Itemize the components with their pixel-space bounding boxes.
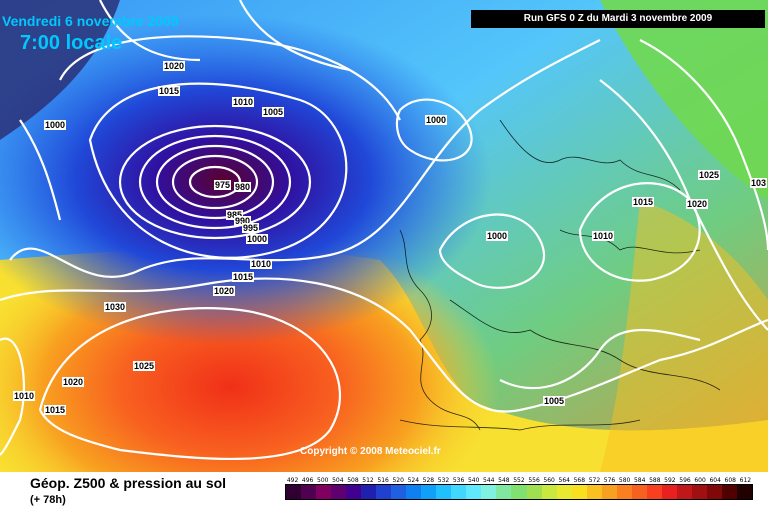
scale-swatch bbox=[361, 485, 377, 499]
map-title: Géop. Z500 & pression au sol bbox=[30, 475, 227, 491]
scale-value: 580 bbox=[618, 477, 631, 484]
scale-value: 532 bbox=[437, 477, 450, 484]
scale-swatch bbox=[421, 485, 437, 499]
scale-value: 608 bbox=[724, 477, 736, 484]
scale-value: 560 bbox=[543, 477, 555, 484]
isobar-label: 1015 bbox=[632, 197, 655, 207]
scale-value: 512 bbox=[362, 477, 374, 484]
scale-swatch bbox=[556, 485, 572, 499]
scale-swatch bbox=[631, 485, 647, 499]
isobar-label: 1000 bbox=[486, 231, 509, 241]
scale-swatch bbox=[526, 485, 542, 499]
isobar-label: 1010 bbox=[592, 231, 615, 241]
color-scale-labels: 492 496 500 504 508 512 516 520 524 528 532 536 540 5… bbox=[285, 477, 753, 484]
scale-swatch bbox=[616, 485, 632, 499]
scale-value: 528 bbox=[422, 477, 435, 484]
isobar-label: 1010 bbox=[250, 259, 273, 269]
isobar-label: 1020 bbox=[213, 286, 236, 296]
scale-value: 500 bbox=[317, 477, 329, 484]
scale-swatch bbox=[661, 485, 677, 499]
scale-value: 508 bbox=[347, 477, 359, 484]
model-run-label: Run GFS 0 Z du Mardi 3 novembre 2009 bbox=[471, 10, 765, 28]
color-scale: 492 496 500 504 508 512 516 520 524 528 532 536 540 5… bbox=[285, 477, 753, 500]
isobar-label: 990 bbox=[234, 216, 252, 226]
isobar-label: 1000 bbox=[425, 115, 448, 125]
isobar-label: 1000 bbox=[246, 234, 269, 244]
scale-swatch bbox=[346, 485, 362, 499]
scale-swatch bbox=[391, 485, 407, 499]
scale-swatch bbox=[571, 485, 587, 499]
scale-value: 572 bbox=[588, 477, 601, 484]
copyright-text: Copyright © 2008 Meteociel.fr bbox=[300, 446, 441, 457]
isobar-label: 1015 bbox=[232, 272, 255, 282]
isobar-label: 980 bbox=[234, 182, 252, 192]
scale-swatch bbox=[586, 485, 602, 499]
scale-value: 524 bbox=[407, 477, 420, 484]
scale-swatch bbox=[466, 485, 482, 499]
scale-swatch bbox=[676, 485, 692, 499]
scale-value: 588 bbox=[649, 477, 661, 484]
scale-swatch bbox=[436, 485, 452, 499]
scale-swatch bbox=[286, 485, 302, 499]
scale-swatch bbox=[301, 485, 317, 499]
scale-swatch bbox=[451, 485, 467, 499]
isobar-label: 1020 bbox=[62, 377, 85, 387]
forecast-date: Vendredi 6 novembre 2009 bbox=[2, 13, 179, 29]
isobar-label: 995 bbox=[242, 223, 260, 233]
scale-value: 556 bbox=[528, 477, 540, 484]
isobar-label: 1020 bbox=[686, 199, 709, 209]
scale-swatch bbox=[646, 485, 662, 499]
scale-value: 576 bbox=[603, 477, 616, 484]
scale-value: 548 bbox=[498, 477, 510, 484]
scale-swatch bbox=[316, 485, 332, 499]
scale-value: 492 bbox=[286, 477, 299, 484]
scale-swatch bbox=[496, 485, 512, 499]
scale-value: 612 bbox=[739, 477, 752, 484]
isobar-label: 1030 bbox=[104, 302, 127, 312]
forecast-lead-time: (+ 78h) bbox=[30, 494, 66, 506]
isobar-label: 1015 bbox=[158, 86, 181, 96]
scale-swatch bbox=[601, 485, 617, 499]
scale-value: 552 bbox=[513, 477, 525, 484]
isobar-label: 985 bbox=[226, 210, 244, 220]
scale-swatch bbox=[541, 485, 557, 499]
scale-value: 504 bbox=[332, 477, 344, 484]
scale-swatch bbox=[481, 485, 497, 499]
isobar-label: 103 bbox=[750, 178, 768, 188]
scale-value: 536 bbox=[452, 477, 465, 484]
scale-value: 584 bbox=[633, 477, 646, 484]
isobar-label: 1025 bbox=[133, 361, 156, 371]
forecast-time: 7:00 locale bbox=[20, 32, 123, 54]
isobar-label: 1005 bbox=[543, 396, 566, 406]
scale-swatch bbox=[511, 485, 527, 499]
isobar-label: 975 bbox=[214, 180, 232, 190]
isobar-label: 1010 bbox=[13, 391, 36, 401]
isobar-label: 1000 bbox=[44, 120, 67, 130]
scale-value: 540 bbox=[467, 477, 480, 484]
scale-value: 516 bbox=[377, 477, 389, 484]
scale-value: 496 bbox=[301, 477, 314, 484]
scale-value: 564 bbox=[558, 477, 570, 484]
isobar-label: 1025 bbox=[698, 170, 721, 180]
isobar-label: 1010 bbox=[232, 97, 255, 107]
scale-value: 592 bbox=[664, 477, 676, 484]
scale-swatch bbox=[721, 485, 737, 499]
scale-value: 544 bbox=[483, 477, 495, 484]
isobar-label: 1015 bbox=[44, 405, 67, 415]
scale-value: 604 bbox=[709, 477, 721, 484]
scale-swatch bbox=[736, 485, 752, 499]
scale-swatch bbox=[376, 485, 392, 499]
scale-swatch bbox=[706, 485, 722, 499]
scale-swatch bbox=[406, 485, 422, 499]
scale-swatch bbox=[331, 485, 347, 499]
scale-swatch bbox=[691, 485, 707, 499]
scale-value: 596 bbox=[679, 477, 691, 484]
scale-value: 520 bbox=[392, 477, 404, 484]
isobar-label: 1005 bbox=[262, 107, 285, 117]
isobar-label: 1020 bbox=[163, 61, 186, 71]
scale-value: 568 bbox=[573, 477, 586, 484]
scale-value: 600 bbox=[694, 477, 706, 484]
weather-map bbox=[0, 0, 768, 472]
color-scale-bar bbox=[285, 484, 753, 500]
